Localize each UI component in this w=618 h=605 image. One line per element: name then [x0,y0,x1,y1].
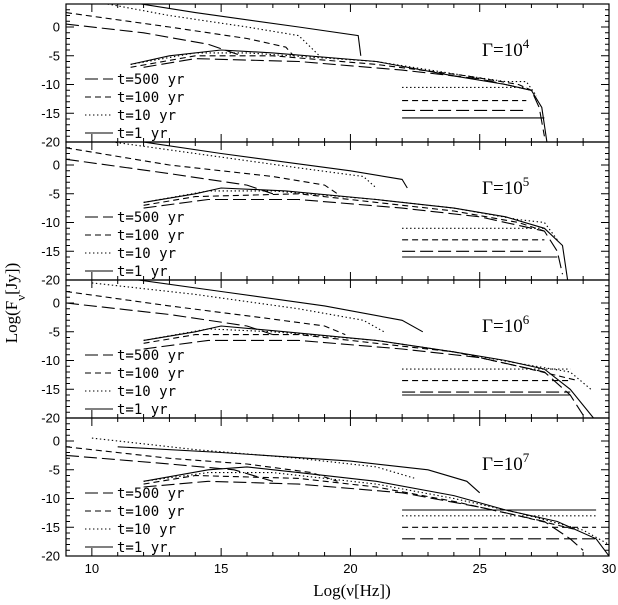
y-tick-label: 0 [53,296,60,311]
series-line [137,4,362,56]
gamma-label: Γ=105 [482,174,529,199]
y-tick-label: 0 [53,434,60,449]
panel-3: 0 -5 -10 -15 -20 t=500 yr t=100 yr t=10 yr t=1 y… [41,279,610,426]
legend-label: t=1 yr [117,126,168,142]
series-line [104,4,320,57]
series-line [143,339,584,416]
series-line [143,187,569,280]
series-line [143,58,545,137]
gamma-label: Γ=106 [482,312,530,337]
legend: t=500 yr t=100 yr t=10 yr t=1 yr [85,72,184,142]
y-tick-label: -10 [41,215,60,230]
series-line [91,437,416,479]
series-line [117,446,481,494]
series-line [130,52,538,97]
legend-label: t=500 yr [117,72,184,88]
series-line [143,472,609,545]
series-line [66,446,338,482]
series-line [66,454,274,482]
series-line [143,198,564,275]
series-line [143,466,609,556]
legend-label: t=100 yr [117,90,184,106]
panels-group: 0 -5 -10 -15 -20 t=500 yr t=100 yr t=10 yr t=1 y… [41,3,616,576]
legend-label: t=500 yr [117,486,184,502]
y-tick-label: -10 [41,77,60,92]
y-tick-label: -20 [41,411,60,426]
legend: t=500 yr t=100 yr t=10 yr t=1 yr [85,210,184,280]
series-group [66,4,548,142]
series-line [143,325,594,418]
legend: t=500 yr t=100 yr t=10 yr t=1 yr [85,348,184,418]
y-axis-title: Log(Fν[Jy]) [2,263,28,344]
x-tick-label: 15 [214,561,228,576]
legend-label: t=1 yr [117,402,168,418]
series-line [66,12,294,57]
x-tick-label: 10 [85,561,99,576]
series-line [143,480,584,551]
gamma-label: Γ=107 [482,450,530,475]
y-tick-label: 0 [53,20,60,35]
series-group [66,437,609,556]
legend-label: t=10 yr [117,522,176,538]
x-tick-label: 20 [343,561,357,576]
y-tick-label: -10 [41,491,60,506]
series-line [143,474,579,531]
y-tick-label: -15 [41,106,60,121]
legend-label: t=10 yr [117,246,176,262]
y-tick-label: -15 [41,520,60,535]
series-line [66,147,338,195]
y-tick-label: -15 [41,382,60,397]
legend-label: t=10 yr [117,384,176,400]
y-tick-label: -5 [48,186,60,201]
panel-2: 0 -5 -10 -15 -20 t=500 yr t=100 yr t=10 yr t=1 y… [41,141,610,288]
legend-label: t=1 yr [117,264,168,280]
legend-label: t=1 yr [117,540,168,556]
y-tick-label: 0 [53,158,60,173]
series-line [66,302,274,336]
legend-label: t=500 yr [117,348,184,364]
legend: t=500 yr t=100 yr t=10 yr t=1 yr [85,486,184,556]
series-line [143,193,545,232]
series-line [134,280,424,333]
series-group [66,142,569,280]
y-tick-label: -20 [41,135,60,150]
legend-label: t=500 yr [117,210,184,226]
y-tick-label: -5 [48,462,60,477]
legend-label: t=100 yr [117,228,184,244]
y-tick-label: -5 [48,324,60,339]
series-line [66,23,242,57]
y-tick-label: -20 [41,549,60,564]
series-line [139,142,408,189]
gamma-label: Γ=104 [482,36,530,61]
y-tick-label: -15 [41,244,60,259]
series-line [66,290,346,336]
y-tick-label: -20 [41,273,60,288]
series-line [130,55,532,91]
series-line [130,49,548,142]
panel-1: 0 -5 -10 -15 -20 t=500 yr t=100 yr t=10 yr t=1 y… [41,3,610,150]
legend-label: t=100 yr [117,366,184,382]
series-line [143,190,558,241]
series-line [143,334,579,382]
y-tick-label: -10 [41,353,60,368]
series-group [66,280,594,418]
series-line [91,282,385,333]
legend-label: t=100 yr [117,504,184,520]
y-tick-label: -5 [48,48,60,63]
series-line [143,328,592,390]
x-tick-label: 25 [472,561,486,576]
series-line [108,142,377,189]
x-tick-label: 30 [602,561,616,576]
x-axis-title: Log(ν[Hz]) [313,581,391,600]
panel-4: 0 -5 -10 -15 -20 t=500 yr t=100 yr t=10 yr t=1 y… [41,417,616,576]
legend-label: t=10 yr [117,108,176,124]
